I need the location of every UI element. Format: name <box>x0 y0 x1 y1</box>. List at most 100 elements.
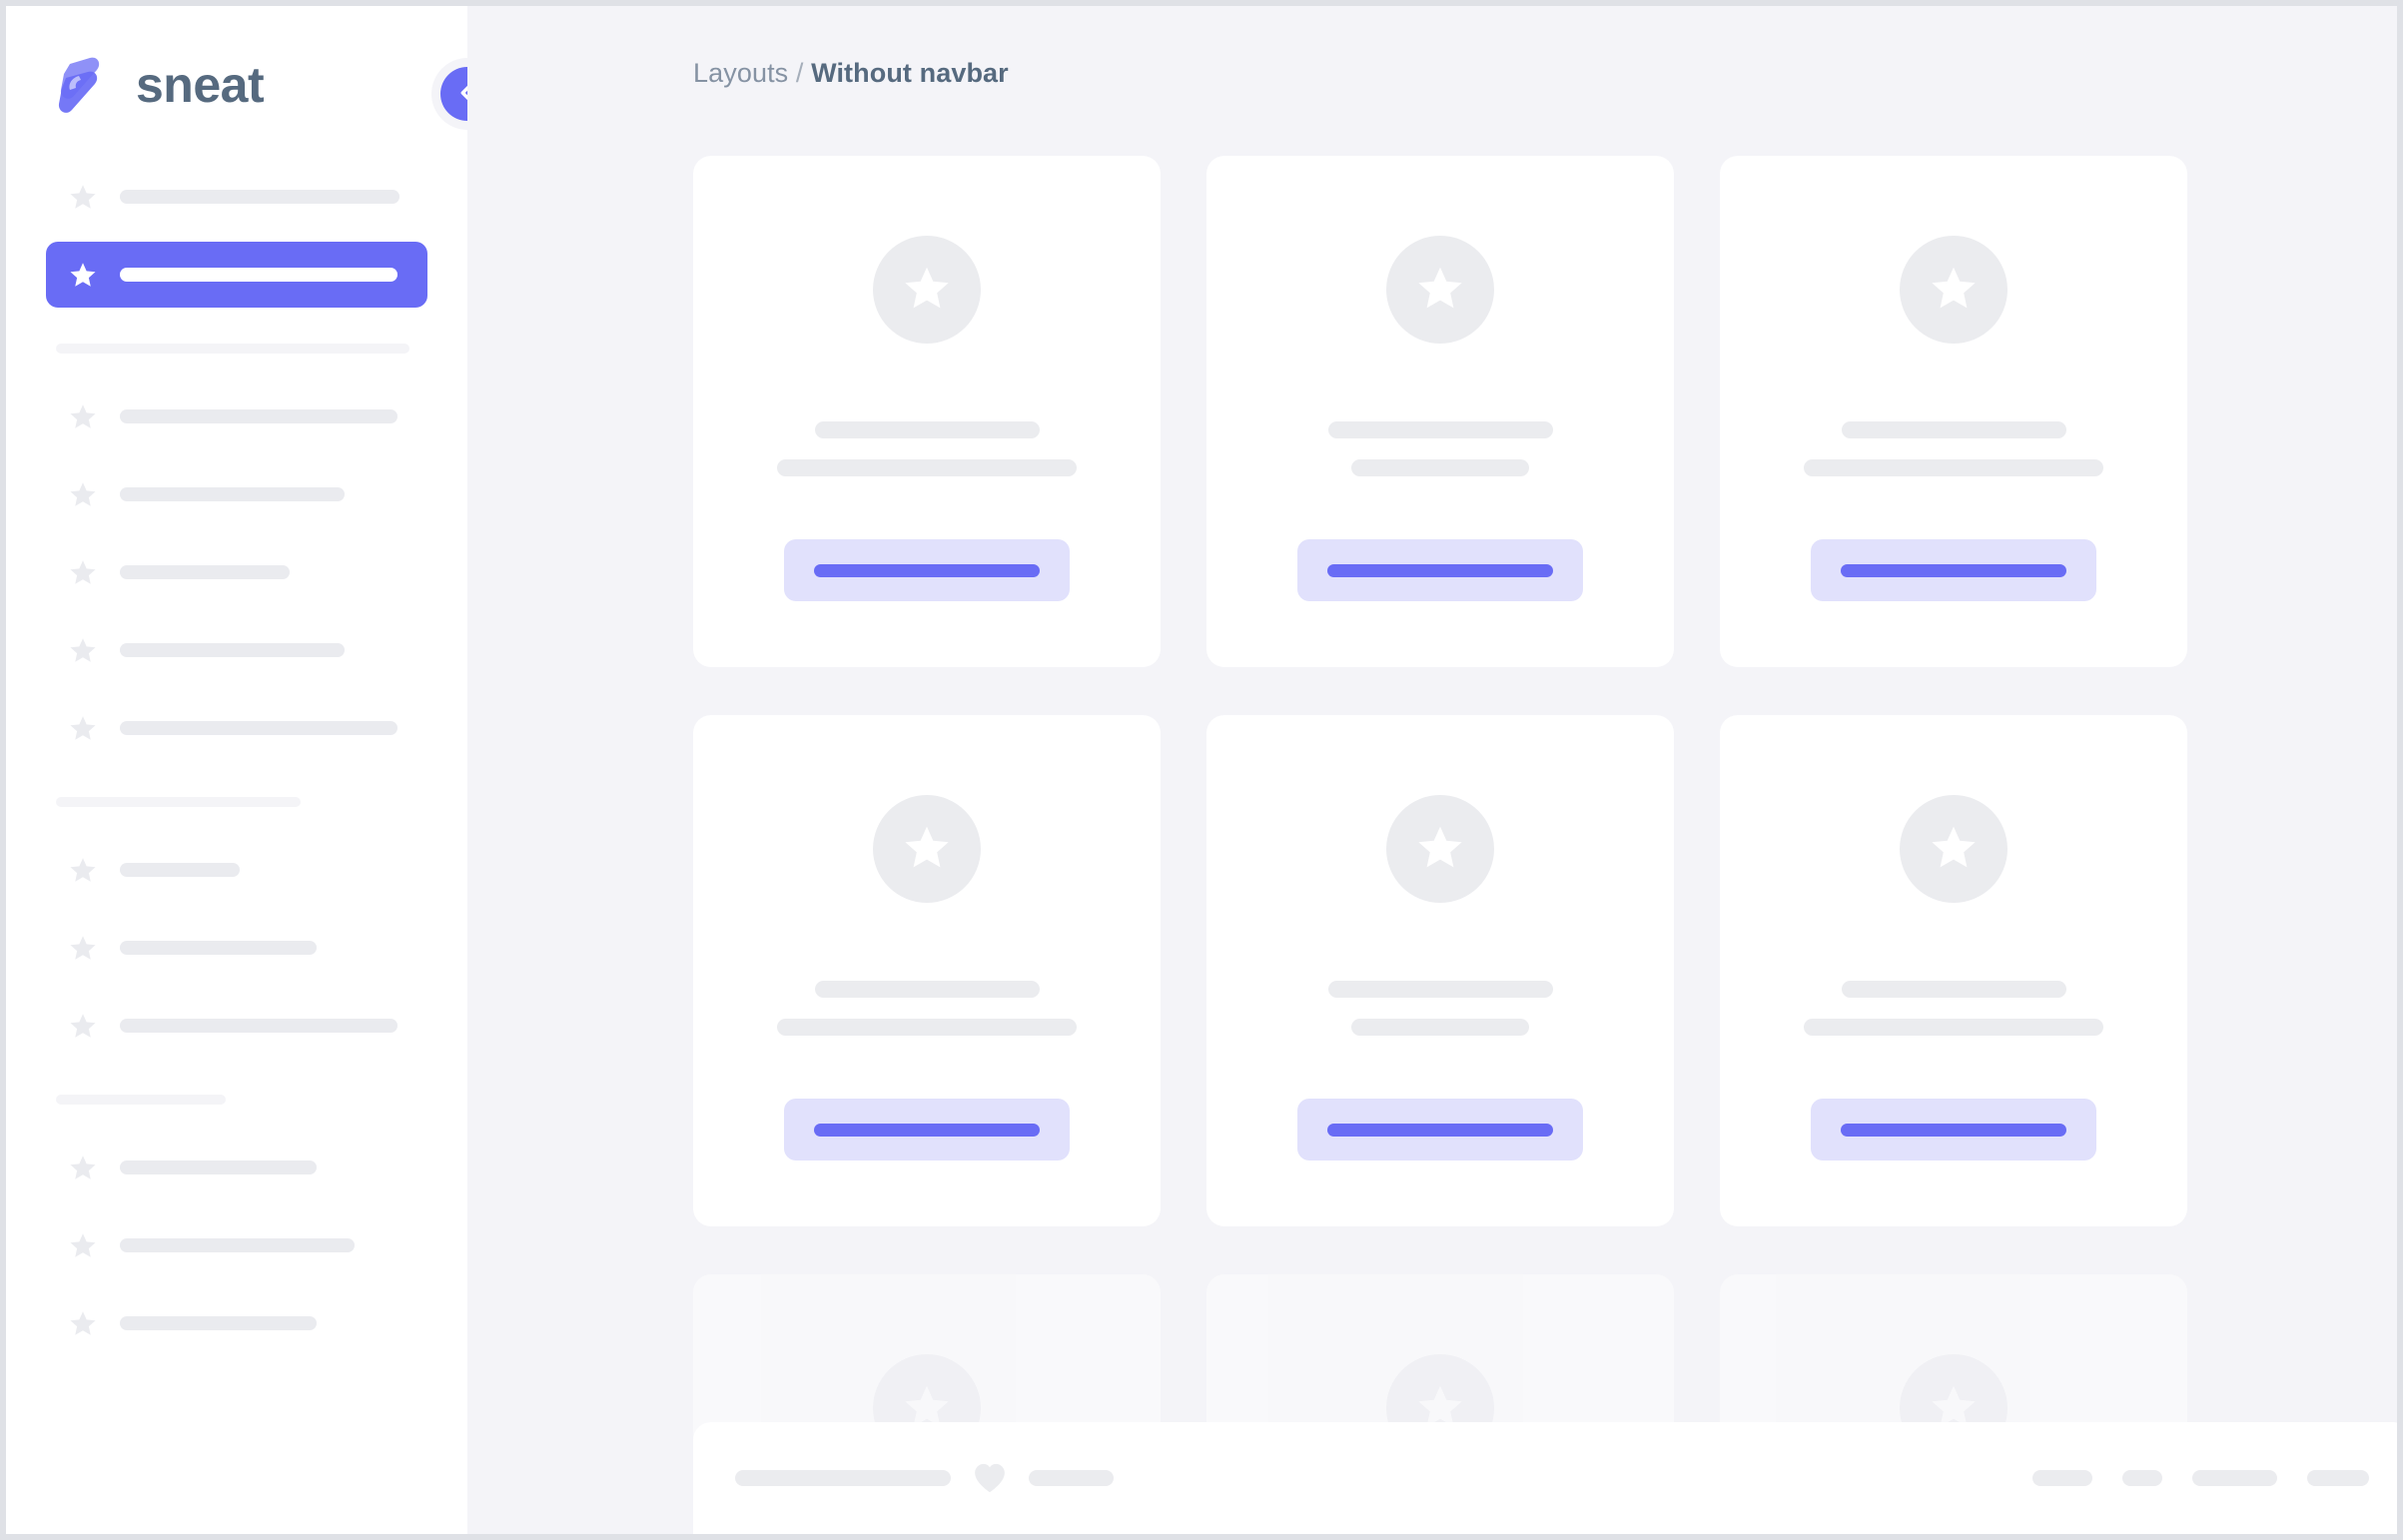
footer-left-group <box>735 1462 1114 1494</box>
sidebar-item-label-placeholder <box>120 565 290 579</box>
star-icon <box>68 635 98 665</box>
sidebar-item[interactable] <box>46 1135 427 1200</box>
breadcrumb-current: Without navbar <box>811 58 1009 88</box>
avatar <box>873 795 981 903</box>
sidebar-item[interactable] <box>46 164 427 230</box>
sidebar-item[interactable] <box>46 461 427 527</box>
star-icon <box>68 1011 98 1041</box>
star-icon <box>68 479 98 509</box>
sidebar-item-label-placeholder <box>120 1160 317 1174</box>
star-icon <box>68 182 98 212</box>
content-card[interactable] <box>1206 156 1674 667</box>
sidebar-item-label-placeholder <box>120 863 240 877</box>
sidebar-item[interactable] <box>46 993 427 1059</box>
star-icon <box>68 1153 98 1182</box>
card-action-button[interactable] <box>784 1099 1070 1160</box>
star-icon <box>901 1380 953 1437</box>
card-subtitle-placeholder <box>777 459 1077 476</box>
star-icon <box>1928 821 1980 878</box>
content-card[interactable] <box>1720 156 2187 667</box>
sidebar-item[interactable] <box>46 384 427 449</box>
card-action-button[interactable] <box>1297 1099 1583 1160</box>
star-icon <box>68 260 98 290</box>
card-grid <box>693 156 2397 1534</box>
primary-action-bar <box>1327 1123 1553 1137</box>
primary-action-bar <box>814 563 1040 577</box>
card-title-placeholder <box>1327 981 1553 998</box>
footer-links-group <box>2032 1470 2369 1486</box>
sidebar-item[interactable] <box>46 837 427 903</box>
card-subtitle-placeholder <box>1804 459 2103 476</box>
avatar <box>1386 795 1494 903</box>
footer-link-placeholder[interactable] <box>2307 1470 2369 1486</box>
card-subtitle-placeholder <box>1351 459 1529 476</box>
avatar <box>873 236 981 344</box>
sidebar-item-label-placeholder <box>120 941 317 955</box>
sidebar: sneat <box>6 6 467 1534</box>
sidebar-nav <box>46 164 427 1356</box>
breadcrumb-parent[interactable]: Layouts <box>693 58 789 88</box>
star-icon <box>68 713 98 743</box>
sidebar-section-divider <box>56 797 301 807</box>
star-icon <box>1928 1380 1980 1437</box>
sidebar-collapse-button[interactable] <box>440 67 467 121</box>
sidebar-item-active[interactable] <box>46 242 427 308</box>
star-icon <box>1414 821 1466 878</box>
card-subtitle-placeholder <box>777 1019 1077 1036</box>
primary-action-bar <box>1841 563 2066 577</box>
sidebar-item[interactable] <box>46 695 427 761</box>
sidebar-item-label-placeholder <box>120 643 345 657</box>
card-title-placeholder <box>814 981 1040 998</box>
card-title-placeholder <box>1841 981 2066 998</box>
sidebar-item-label-placeholder <box>120 1316 317 1330</box>
sidebar-item[interactable] <box>46 617 427 683</box>
star-icon <box>68 1230 98 1260</box>
sidebar-item-label-placeholder <box>120 1019 398 1033</box>
primary-action-bar <box>1841 1123 2066 1137</box>
brand[interactable]: sneat <box>46 6 427 164</box>
content-card[interactable] <box>693 156 1161 667</box>
sneat-s-logo-icon <box>52 54 114 116</box>
chevron-left-icon <box>453 79 467 110</box>
content-card[interactable] <box>1206 715 1674 1226</box>
star-icon <box>1414 262 1466 319</box>
card-action-button[interactable] <box>1297 539 1583 601</box>
card-action-button[interactable] <box>784 539 1070 601</box>
sidebar-item-label-placeholder <box>120 487 345 501</box>
sidebar-section-divider <box>56 1095 226 1105</box>
card-action-button[interactable] <box>1811 539 2096 601</box>
page-footer <box>693 1422 2397 1534</box>
sidebar-item[interactable] <box>46 539 427 605</box>
star-icon <box>1928 262 1980 319</box>
card-subtitle-placeholder <box>1804 1019 2103 1036</box>
sidebar-section-divider <box>56 344 409 354</box>
star-icon <box>68 855 98 885</box>
breadcrumb: Layouts / Without navbar <box>467 6 2397 89</box>
avatar <box>1386 236 1494 344</box>
star-icon <box>901 821 953 878</box>
card-action-button[interactable] <box>1811 1099 2096 1160</box>
card-title-placeholder <box>1327 421 1553 438</box>
card-subtitle-placeholder <box>1351 1019 1529 1036</box>
primary-action-bar <box>1327 563 1553 577</box>
content-card[interactable] <box>693 715 1161 1226</box>
sidebar-item-label-placeholder <box>120 1238 355 1252</box>
heart-icon <box>973 1462 1007 1494</box>
content-card[interactable] <box>1720 715 2187 1226</box>
sidebar-item[interactable] <box>46 1212 427 1278</box>
footer-link-placeholder[interactable] <box>2032 1470 2092 1486</box>
sidebar-item[interactable] <box>46 915 427 981</box>
footer-copyright-placeholder <box>735 1470 951 1486</box>
primary-action-bar <box>814 1123 1040 1137</box>
avatar <box>1900 236 2007 344</box>
footer-link-placeholder[interactable] <box>2122 1470 2162 1486</box>
footer-link-placeholder[interactable] <box>2192 1470 2277 1486</box>
sidebar-item-label-placeholder <box>120 190 400 204</box>
sidebar-item[interactable] <box>46 1290 427 1356</box>
avatar <box>1900 795 2007 903</box>
footer-author-placeholder <box>1029 1470 1114 1486</box>
app-window: sneat Layouts / Without navbar <box>6 6 2397 1534</box>
star-icon <box>68 401 98 431</box>
collapse-toggle-wrapper <box>431 58 467 130</box>
star-icon <box>68 1308 98 1338</box>
